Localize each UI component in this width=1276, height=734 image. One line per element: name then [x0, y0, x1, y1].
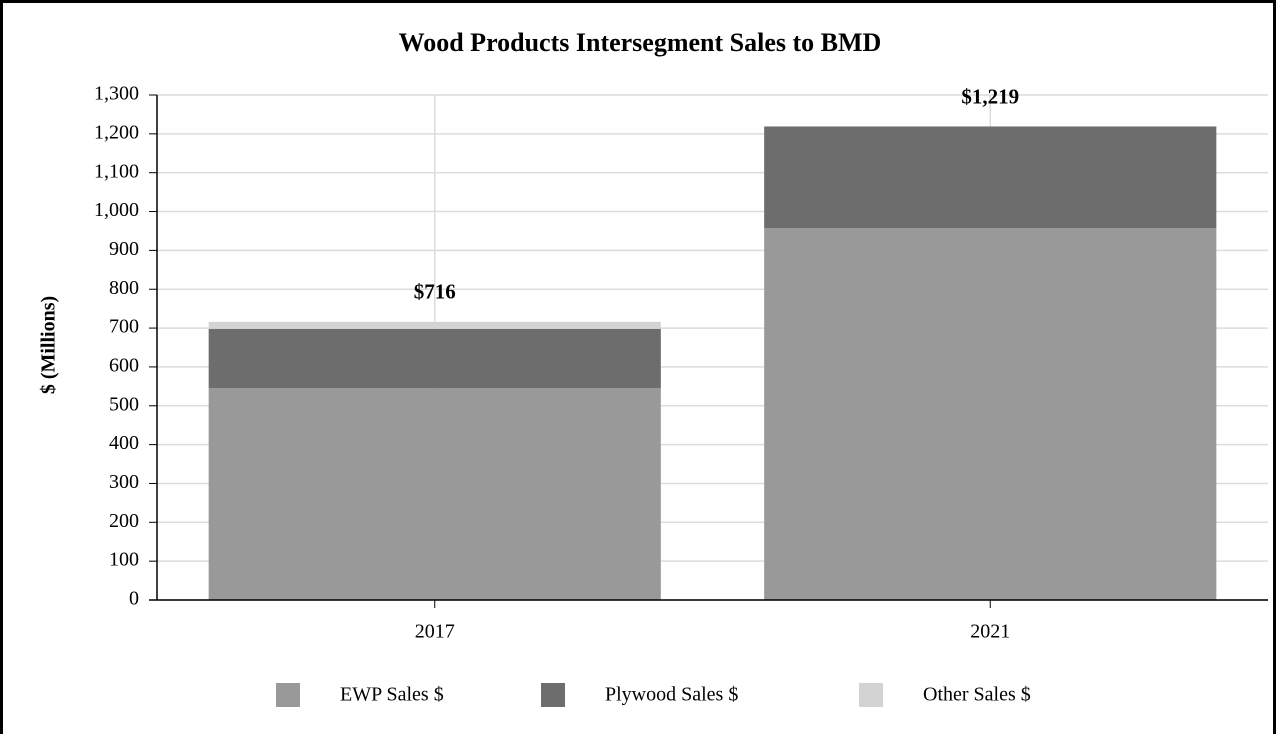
total-label: $1,219 [961, 84, 1019, 108]
y-tick-label: 1,300 [94, 83, 139, 105]
legend-label: Other Sales $ [923, 684, 1031, 706]
y-tick-label: 100 [109, 549, 139, 571]
legend-label: EWP Sales $ [340, 684, 444, 706]
bar-segment [208, 328, 661, 389]
legend-label: Plywood Sales $ [605, 684, 738, 706]
x-tick-label: 2017 [415, 621, 455, 643]
bar-segment [208, 388, 661, 600]
y-tick-label: 1,000 [94, 199, 139, 221]
legend-swatch [276, 683, 300, 707]
bar-segment [764, 228, 1217, 600]
legend-swatch [541, 683, 565, 707]
x-tick-label: 2021 [970, 621, 1010, 643]
bar-segment [764, 126, 1217, 229]
y-tick-label: 0 [129, 588, 139, 610]
y-tick-label: 1,200 [94, 121, 139, 143]
y-tick-label: 300 [109, 471, 139, 493]
y-tick-label: 900 [109, 238, 139, 260]
y-tick-label: 700 [109, 316, 139, 338]
y-tick-label: 800 [109, 277, 139, 299]
y-tick-label: 500 [109, 393, 139, 415]
chart-title: Wood Products Intersegment Sales to BMD [399, 28, 882, 57]
y-tick-label: 200 [109, 510, 139, 532]
y-axis-label: $ (Millions) [38, 296, 60, 394]
bar-segment [208, 321, 661, 329]
legend-swatch [859, 683, 883, 707]
y-tick-label: 1,100 [94, 160, 139, 182]
y-tick-label: 600 [109, 355, 139, 377]
total-label: $716 [414, 280, 456, 304]
y-tick-label: 400 [109, 432, 139, 454]
